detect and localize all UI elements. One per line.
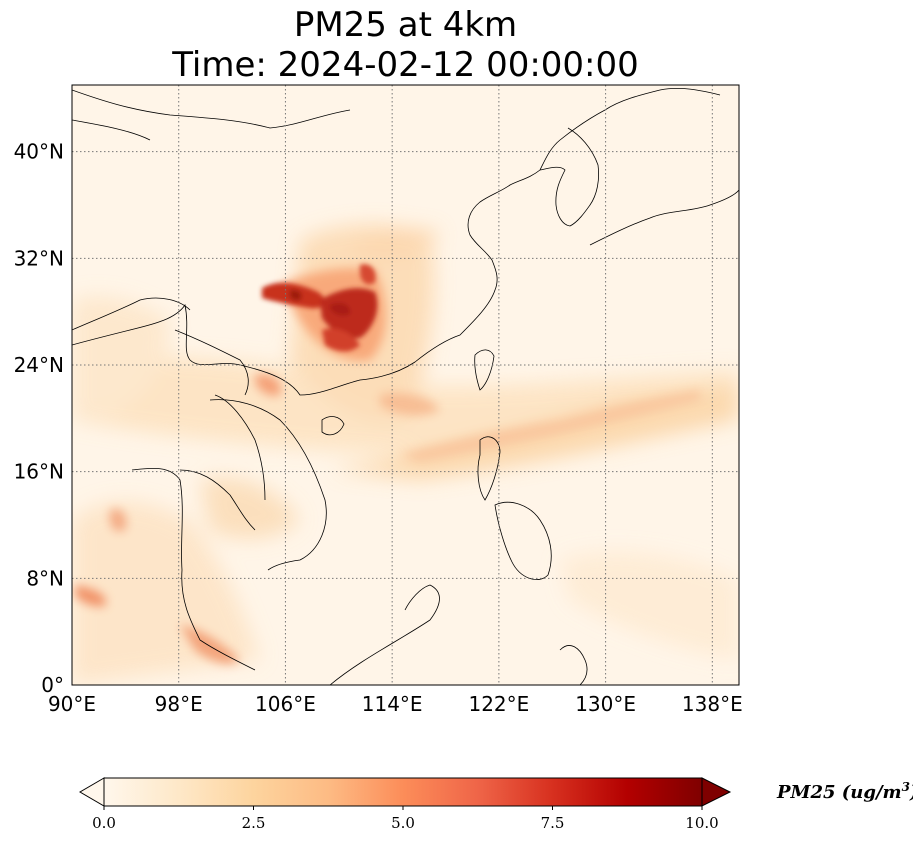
colorbar-under-extend bbox=[79, 777, 105, 807]
lon-tick-label: 122°E bbox=[468, 692, 529, 716]
lat-tick-label: 32°N bbox=[14, 246, 64, 270]
north-coastline bbox=[539, 87, 721, 171]
mongolia-border bbox=[72, 119, 151, 141]
colorbar-label-exponent: 3 bbox=[902, 780, 910, 794]
colorbar: 0.0 2.5 5.0 7.5 10.0 PM25 (ug/m3) bbox=[79, 777, 913, 832]
lon-tick-label: 90°E bbox=[48, 692, 96, 716]
sulawesi-outline bbox=[559, 645, 588, 685]
map-frame bbox=[71, 84, 740, 686]
lon-tick-label: 114°E bbox=[362, 692, 423, 716]
colorbar-tick-label: 7.5 bbox=[541, 814, 565, 832]
thailand-border bbox=[179, 469, 256, 531]
colorbar-tick-label: 0.0 bbox=[92, 814, 116, 832]
taiwan-outline bbox=[474, 349, 495, 391]
longitude-tick-labels: 90°E 98°E 106°E 114°E 122°E 130°E 138°E bbox=[48, 692, 743, 716]
colorbar-tick-label: 10.0 bbox=[685, 814, 718, 832]
lat-tick-label: 24°N bbox=[14, 353, 64, 377]
hainan-outline bbox=[321, 416, 345, 436]
colorbar-tick-label: 2.5 bbox=[242, 814, 266, 832]
lat-tick-label: 0° bbox=[41, 673, 64, 697]
latitude-tick-labels: 0° 8°N 16°N 24°N 32°N 40°N bbox=[14, 140, 64, 697]
lat-tick-label: 40°N bbox=[14, 140, 64, 164]
colorbar-over-extend bbox=[701, 777, 732, 807]
colorbar-tick-label: 5.0 bbox=[391, 814, 415, 832]
colorbar-gradient bbox=[103, 777, 703, 807]
pm25-high-concentration-core bbox=[262, 264, 378, 352]
colorbar-tick-labels: 0.0 2.5 5.0 7.5 10.0 bbox=[92, 806, 719, 832]
borneo-coastline bbox=[329, 584, 440, 685]
japan-coastline bbox=[589, 189, 739, 246]
luzon-outline bbox=[477, 436, 501, 501]
lon-tick-label: 138°E bbox=[682, 692, 743, 716]
colorbar-label: PM25 (ug/m3) bbox=[776, 780, 913, 803]
colorbar-label-close: ) bbox=[909, 782, 913, 803]
lon-tick-label: 130°E bbox=[575, 692, 636, 716]
lon-tick-label: 106°E bbox=[255, 692, 316, 716]
north-border bbox=[72, 89, 351, 129]
philippine-islands-outline bbox=[494, 501, 552, 580]
lat-tick-label: 8°N bbox=[26, 566, 64, 590]
map-panel bbox=[72, 85, 739, 685]
gridlines bbox=[72, 85, 739, 685]
laos-border bbox=[214, 394, 266, 501]
pm25-field bbox=[72, 224, 739, 685]
indochina-coastline bbox=[131, 467, 256, 671]
vietnam-coastline bbox=[209, 399, 327, 571]
myanmar-border bbox=[174, 329, 249, 396]
himalaya-border bbox=[72, 297, 191, 331]
map-title-line-1: PM25 at 4km bbox=[293, 5, 518, 45]
lat-tick-label: 16°N bbox=[14, 460, 64, 484]
lon-tick-label: 98°E bbox=[155, 692, 203, 716]
mainland-coastline bbox=[72, 127, 599, 396]
coastlines-and-borders bbox=[72, 87, 739, 685]
map-title-line-2: Time: 2024-02-12 00:00:00 bbox=[172, 45, 639, 85]
colorbar-label-text: PM25 (ug/m bbox=[776, 782, 902, 803]
